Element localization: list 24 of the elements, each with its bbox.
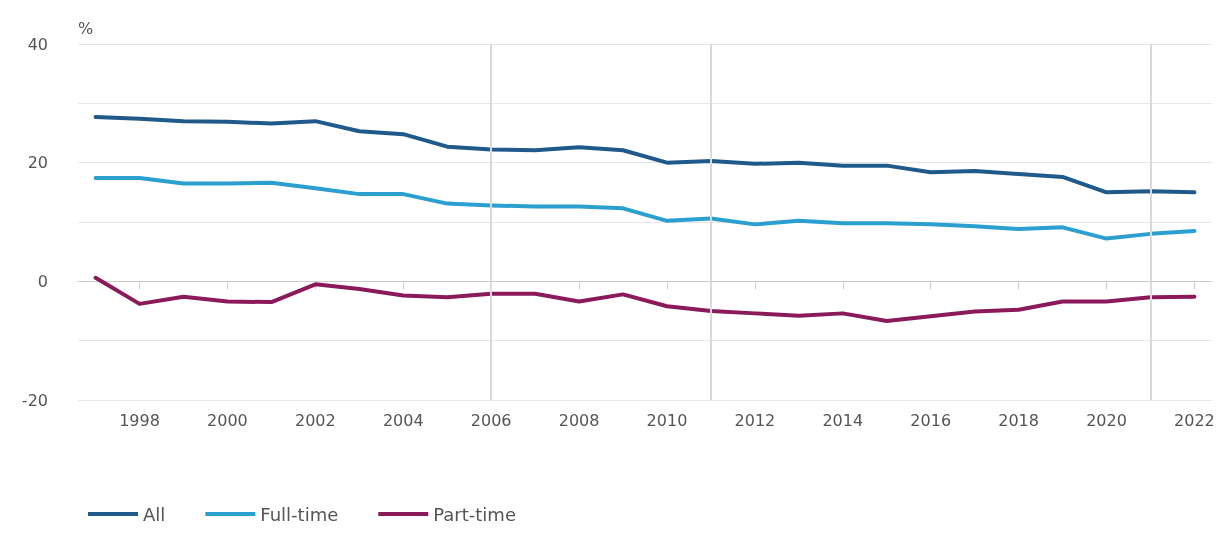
x-tick-label: 2004 xyxy=(382,410,424,430)
x-tick-label: 2022 xyxy=(1174,410,1215,430)
x-tick-label: 2016 xyxy=(910,410,952,430)
y-axis-title: % xyxy=(78,18,94,38)
line-series xyxy=(93,114,1197,195)
x-tick-label: 1998 xyxy=(119,410,160,430)
x-tick-label: 2000 xyxy=(207,410,248,430)
y-tick-label: 20 xyxy=(27,153,48,173)
legend-label: All xyxy=(143,503,166,525)
line-series xyxy=(93,275,1197,324)
x-tick-label: 2012 xyxy=(734,410,776,430)
legend-label: Full-time xyxy=(260,503,339,525)
x-tick-label: 2018 xyxy=(998,410,1039,430)
y-tick-label: -20 xyxy=(21,390,48,410)
x-tick-label: 2008 xyxy=(558,410,600,430)
x-tick-label: 2006 xyxy=(470,410,512,430)
line-series xyxy=(93,176,1197,241)
x-tick-label: 2020 xyxy=(1086,410,1127,430)
x-tick-label: 2002 xyxy=(294,410,336,430)
legend-label: Part-time xyxy=(433,503,516,525)
x-tick-label: 2014 xyxy=(822,410,864,430)
x-tick-label: 2010 xyxy=(646,410,688,430)
y-tick-label: 0 xyxy=(37,271,48,291)
y-tick-label: 40 xyxy=(27,34,48,54)
